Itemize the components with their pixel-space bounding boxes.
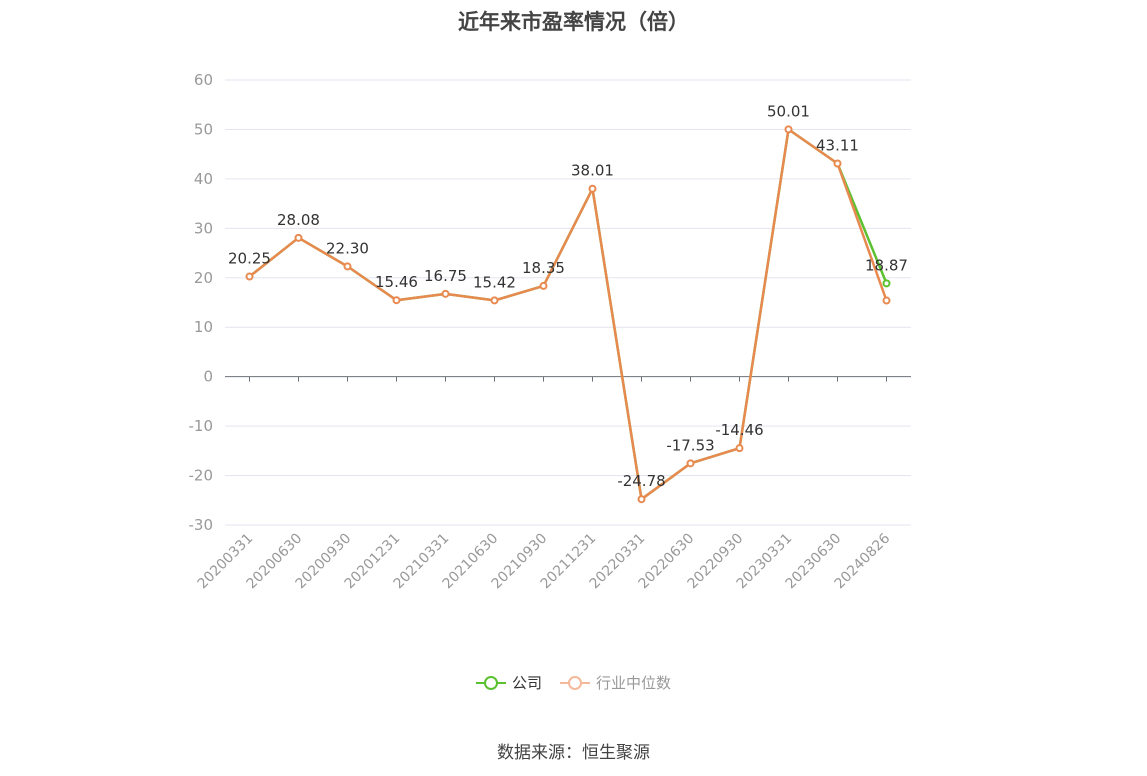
- legend-label-industry-median: 行业中位数: [596, 674, 672, 692]
- legend-swatch-industry-median: [560, 675, 590, 691]
- point-industry-median: [882, 296, 891, 305]
- y-tick-label: 50: [194, 120, 213, 138]
- point-industry-median: [833, 159, 842, 168]
- point-industry-median: [735, 444, 744, 453]
- y-tick-label: 30: [194, 219, 213, 237]
- line-chart: 6050403020100-10-20-30202003312020063020…: [189, 71, 911, 592]
- point-industry-median: [245, 272, 254, 281]
- point-industry-median: [784, 125, 793, 134]
- data-label: 22.30: [326, 239, 369, 257]
- data-label: -17.53: [666, 436, 714, 454]
- legend-item-industry-median[interactable]: 行业中位数: [560, 672, 671, 693]
- data-label: 38.01: [571, 162, 614, 180]
- data-label: 15.46: [375, 273, 418, 291]
- data-label: 50.01: [767, 102, 810, 120]
- point-industry-median: [343, 262, 352, 271]
- y-tick-label: -10: [189, 417, 214, 435]
- y-tick-label: 10: [194, 318, 213, 336]
- legend-item-company[interactable]: 公司: [475, 672, 542, 693]
- point-industry-median: [441, 289, 450, 298]
- y-tick-label: 0: [203, 368, 213, 386]
- y-tick-label: 60: [194, 71, 213, 89]
- data-label: 20.25: [228, 250, 271, 268]
- point-industry-median: [637, 495, 646, 504]
- point-industry-median: [392, 296, 401, 305]
- point-company: [882, 279, 891, 288]
- data-label: 18.35: [522, 259, 565, 277]
- data-label: -24.78: [617, 472, 665, 490]
- point-industry-median: [539, 281, 548, 290]
- data-label: 28.08: [277, 211, 320, 229]
- y-tick-label: 40: [194, 170, 213, 188]
- y-tick-label: 20: [194, 269, 213, 287]
- series-line-company: [248, 128, 888, 501]
- point-industry-median: [588, 184, 597, 193]
- data-label: 43.11: [816, 137, 859, 155]
- point-industry-median: [490, 296, 499, 305]
- data-label: 15.42: [473, 273, 516, 291]
- series-line-industry-median: [248, 128, 888, 501]
- y-tick-label: -30: [189, 516, 214, 534]
- y-tick-label: -20: [189, 467, 214, 485]
- point-industry-median: [294, 233, 303, 242]
- data-label: -14.46: [715, 421, 763, 439]
- chart-title: 近年来市盈率情况（倍）: [458, 10, 689, 34]
- data-label: 16.75: [424, 267, 467, 285]
- point-industry-median: [686, 459, 695, 468]
- legend-label-company: 公司: [511, 674, 542, 692]
- legend: 公司 行业中位数: [0, 672, 1147, 693]
- data-source: 数据来源：恒生聚源: [497, 743, 650, 763]
- data-label: 18.87: [865, 256, 908, 274]
- legend-swatch-company: [475, 675, 506, 691]
